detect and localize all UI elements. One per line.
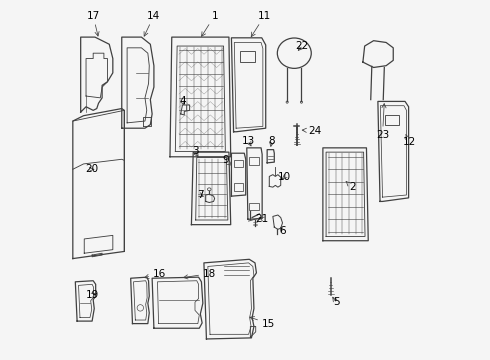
Text: 21: 21: [255, 213, 269, 224]
Text: 16: 16: [145, 269, 166, 279]
Text: 5: 5: [333, 297, 340, 307]
Text: 15: 15: [250, 316, 275, 329]
Bar: [240, 51, 255, 62]
Text: 18: 18: [184, 269, 216, 279]
Text: 3: 3: [192, 147, 198, 157]
Text: 23: 23: [376, 104, 389, 140]
Text: 9: 9: [222, 156, 232, 165]
Text: 22: 22: [295, 41, 309, 51]
Text: 8: 8: [269, 136, 275, 147]
Text: 20: 20: [86, 164, 98, 174]
Text: 10: 10: [278, 172, 291, 182]
Text: 2: 2: [346, 181, 355, 192]
Text: 12: 12: [403, 135, 416, 148]
Text: 6: 6: [279, 226, 286, 236]
Text: 13: 13: [242, 136, 255, 147]
Text: 24: 24: [302, 126, 321, 136]
Bar: [234, 159, 243, 167]
Text: 4: 4: [179, 96, 186, 107]
Bar: [234, 183, 243, 191]
Text: 7: 7: [197, 190, 204, 200]
Text: 11: 11: [251, 11, 271, 37]
Text: 14: 14: [144, 11, 161, 36]
Bar: [386, 114, 399, 125]
Bar: [249, 157, 259, 165]
Bar: [249, 203, 259, 210]
Text: 1: 1: [201, 11, 218, 36]
Text: 19: 19: [85, 290, 98, 300]
Text: 17: 17: [87, 11, 100, 36]
